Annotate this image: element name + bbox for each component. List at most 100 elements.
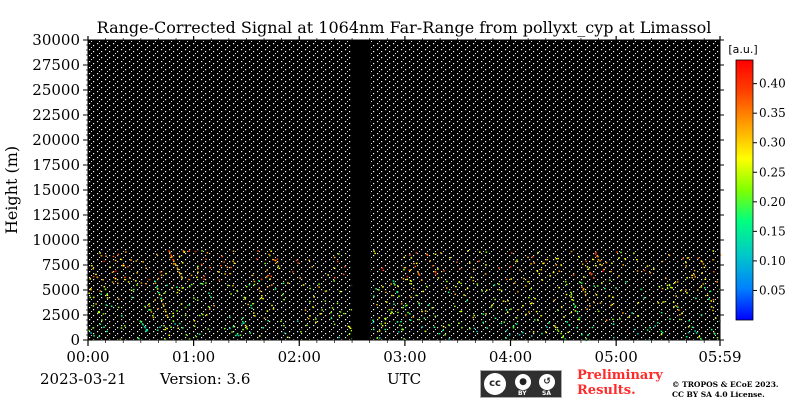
signal-pixel [523, 277, 525, 280]
signal-pixel [490, 306, 493, 308]
signal-pixel [120, 327, 123, 329]
signal-pixel [180, 275, 183, 278]
signal-pixel [467, 250, 469, 252]
signal-pixel [274, 288, 277, 290]
colorbar-tick-label: 0.40 [759, 77, 786, 91]
cc-license-badge[interactable]: cc ● ↺ BY SA [480, 370, 562, 398]
signal-pixel [170, 254, 172, 256]
signal-pixel [150, 311, 153, 313]
signal-pixel [472, 279, 475, 282]
signal-pixel [675, 295, 677, 297]
signal-pixel [156, 288, 159, 290]
signal-pixel [576, 311, 579, 313]
signal-pixel [384, 317, 386, 320]
signal-pixel [339, 311, 342, 313]
signal-pixel [418, 274, 421, 276]
signal-pixel [536, 270, 538, 272]
signal-pixel [127, 266, 129, 268]
signal-pixel [446, 280, 448, 283]
signal-pixel [140, 321, 142, 323]
signal-pixel [200, 263, 203, 266]
signal-pixel [596, 285, 599, 287]
signal-pixel [185, 334, 188, 336]
signal-pixel [409, 319, 412, 321]
signal-pixel [172, 263, 175, 265]
signal-pixel [89, 278, 92, 280]
person-icon: ● [515, 374, 531, 390]
signal-pixel [528, 311, 530, 313]
signal-pixel [579, 281, 582, 284]
signal-pixel [391, 308, 393, 311]
signal-pixel [710, 306, 713, 308]
signal-pixel [282, 282, 285, 284]
signal-pixel [415, 262, 418, 265]
signal-pixel [678, 309, 680, 311]
signal-pixel [396, 291, 399, 294]
signal-pixel [168, 250, 170, 252]
signal-pixel [181, 262, 184, 264]
signal-pixel [178, 322, 181, 325]
signal-pixel [543, 262, 545, 264]
signal-pixel [593, 285, 596, 287]
colorbar-tick-label: 0.35 [759, 106, 786, 120]
signal-pixel [597, 256, 599, 258]
signal-pixel [269, 254, 271, 257]
signal-pixel [384, 322, 387, 324]
signal-pixel [373, 250, 375, 252]
signal-pixel [560, 306, 563, 308]
signal-pixel [518, 334, 521, 336]
signal-pixel [571, 299, 573, 301]
signal-pixel [708, 298, 710, 300]
signal-pixel [197, 265, 199, 268]
signal-pixel [333, 256, 336, 259]
signal-pixel [570, 311, 573, 314]
signal-pixel [619, 318, 621, 320]
signal-pixel [348, 326, 351, 328]
signal-pixel [167, 316, 169, 318]
signal-pixel [117, 253, 120, 256]
signal-pixel [447, 324, 450, 326]
signal-pixel [347, 325, 350, 328]
signal-pixel [409, 254, 411, 256]
signal-pixel [93, 335, 95, 337]
signal-pixel [89, 296, 92, 299]
signal-pixel [458, 281, 460, 283]
signal-pixel [510, 278, 513, 280]
signal-pixel [679, 314, 681, 316]
signal-pixel [595, 265, 597, 267]
signal-pixel [476, 283, 479, 285]
signal-pixel [400, 303, 403, 305]
signal-pixel [197, 268, 199, 270]
signal-pixel [275, 261, 278, 264]
signal-pixel [461, 326, 463, 329]
signal-pixel [572, 274, 575, 276]
signal-pixel [394, 284, 396, 286]
sa-label: SA [542, 390, 551, 397]
signal-pixel [158, 293, 161, 296]
signal-pixel [119, 258, 122, 260]
signal-pixel [714, 317, 717, 319]
signal-pixel [677, 306, 679, 308]
signal-pixel [420, 279, 423, 281]
signal-pixel [166, 314, 168, 317]
signal-pixel [498, 283, 500, 285]
signal-pixel [459, 267, 461, 270]
signal-pixel [98, 310, 100, 313]
preliminary-notice: Preliminary Results. [577, 368, 663, 398]
signal-pixel [384, 328, 387, 331]
signal-pixel [309, 300, 311, 303]
signal-pixel [470, 276, 473, 279]
signal-pixel [194, 250, 197, 253]
signal-pixel [681, 312, 684, 314]
signal-pixel [111, 281, 114, 283]
signal-pixel [348, 333, 351, 335]
signal-pixel [106, 294, 109, 296]
signal-pixel [235, 334, 237, 337]
signal-pixel [390, 311, 393, 313]
signal-pixel [253, 283, 256, 286]
signal-pixel [661, 260, 664, 263]
preliminary-line-1: Preliminary [577, 368, 663, 383]
signal-pixel [278, 267, 281, 269]
signal-pixel [602, 270, 604, 272]
signal-pixel [425, 285, 428, 288]
